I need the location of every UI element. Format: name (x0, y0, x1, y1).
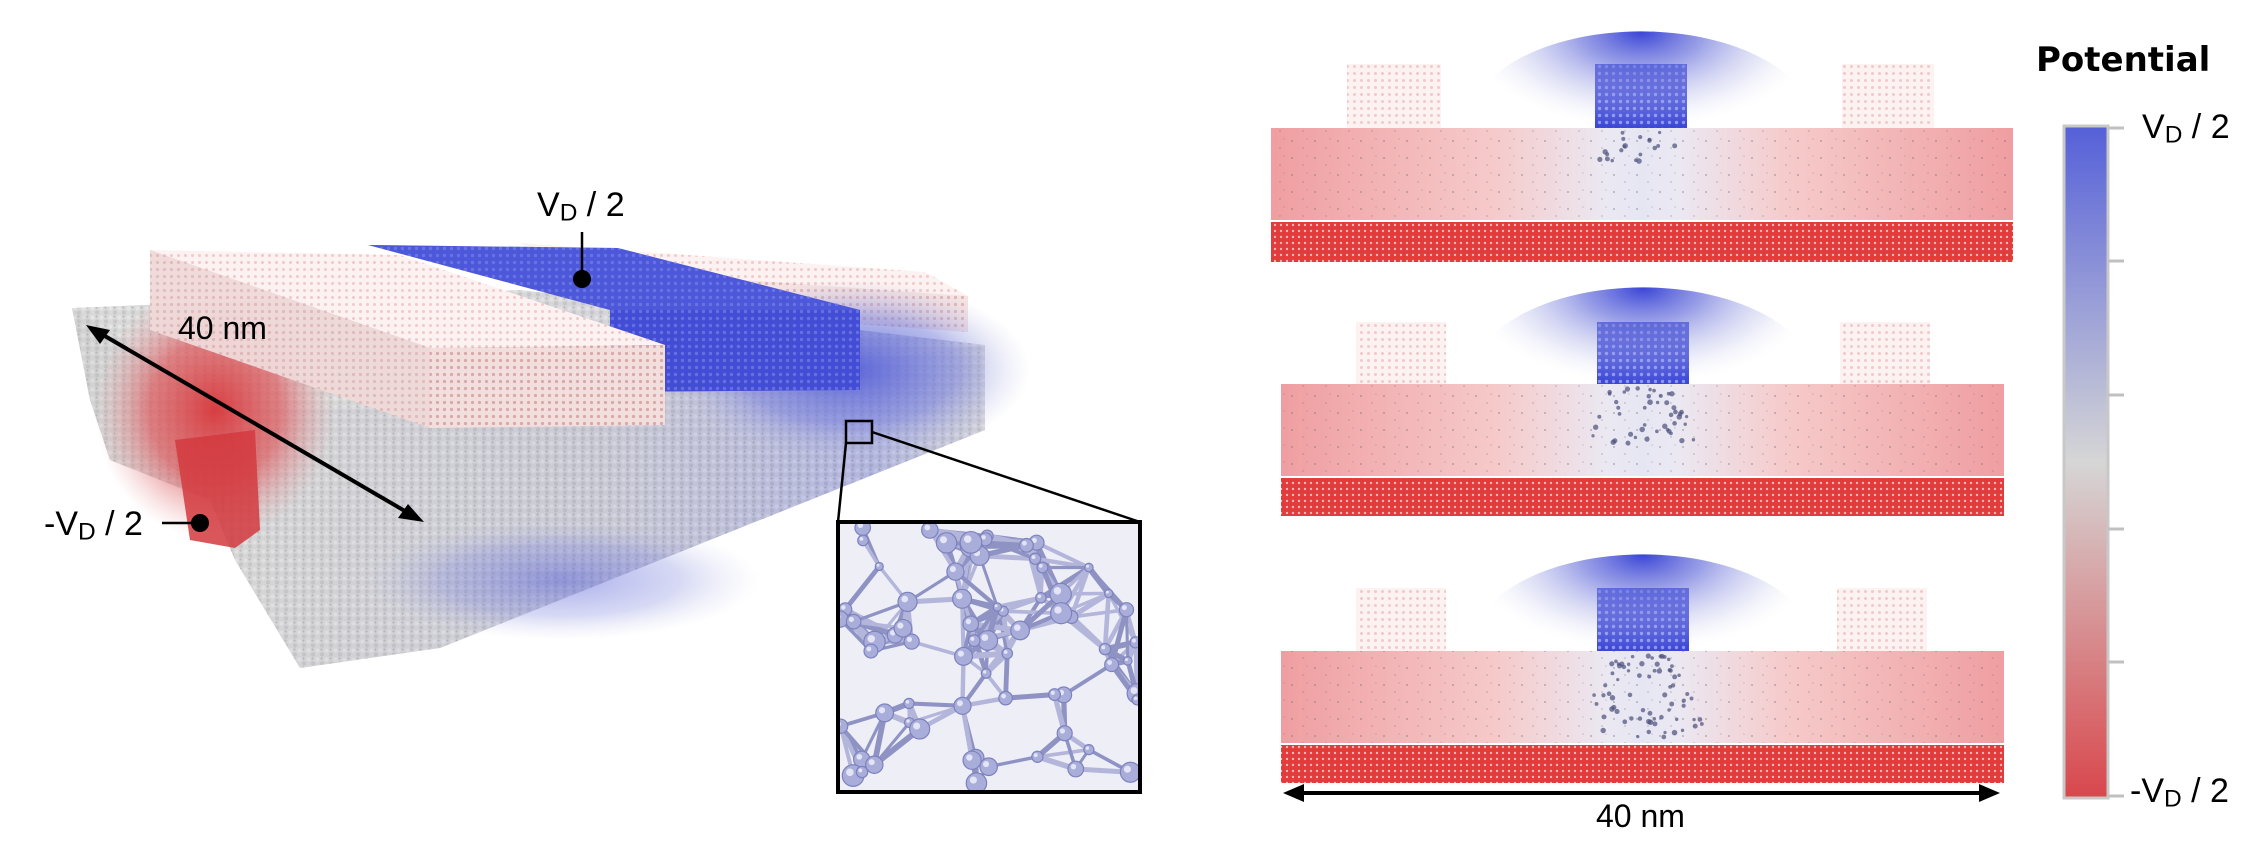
colorbar (2064, 126, 2124, 798)
left-contact (1356, 588, 1446, 651)
colorbar-ticks (2108, 128, 2124, 796)
colorbar-title: Potential (2036, 40, 2210, 80)
left-contact-label: -VD / 2 (44, 505, 143, 546)
colorbar-bottom-label: -VD / 2 (2130, 772, 2229, 813)
device-length-label: 40 nm (178, 310, 267, 347)
cross-section-slices (1271, 31, 2013, 783)
colorbar-gradient (2064, 126, 2108, 798)
colorbar-top-label: VD / 2 (2142, 108, 2230, 149)
substrate (1271, 222, 2013, 262)
substrate (1281, 745, 2004, 783)
atomic-network-inset (832, 520, 1147, 793)
zoom-line-right (872, 432, 1140, 522)
top-contact-dot (573, 270, 591, 288)
length-arrow-2d-head-right (1979, 784, 2000, 802)
left-contact-front (430, 345, 665, 428)
left-contact (1347, 64, 1441, 128)
slice-length-label: 40 nm (1596, 798, 1685, 835)
slice-1 (1271, 31, 2013, 262)
length-arrow-2d-head-left (1283, 784, 1304, 802)
substrate (1281, 478, 2004, 516)
left-contact (1356, 322, 1446, 384)
left-contact-dot (191, 514, 209, 532)
right-contact (1842, 64, 1934, 128)
right-contact (1837, 588, 1927, 651)
slice-3 (1281, 554, 2004, 783)
top-contact-label: VD / 2 (537, 186, 625, 227)
slice-2 (1281, 287, 2004, 516)
right-contact (1840, 322, 1930, 384)
